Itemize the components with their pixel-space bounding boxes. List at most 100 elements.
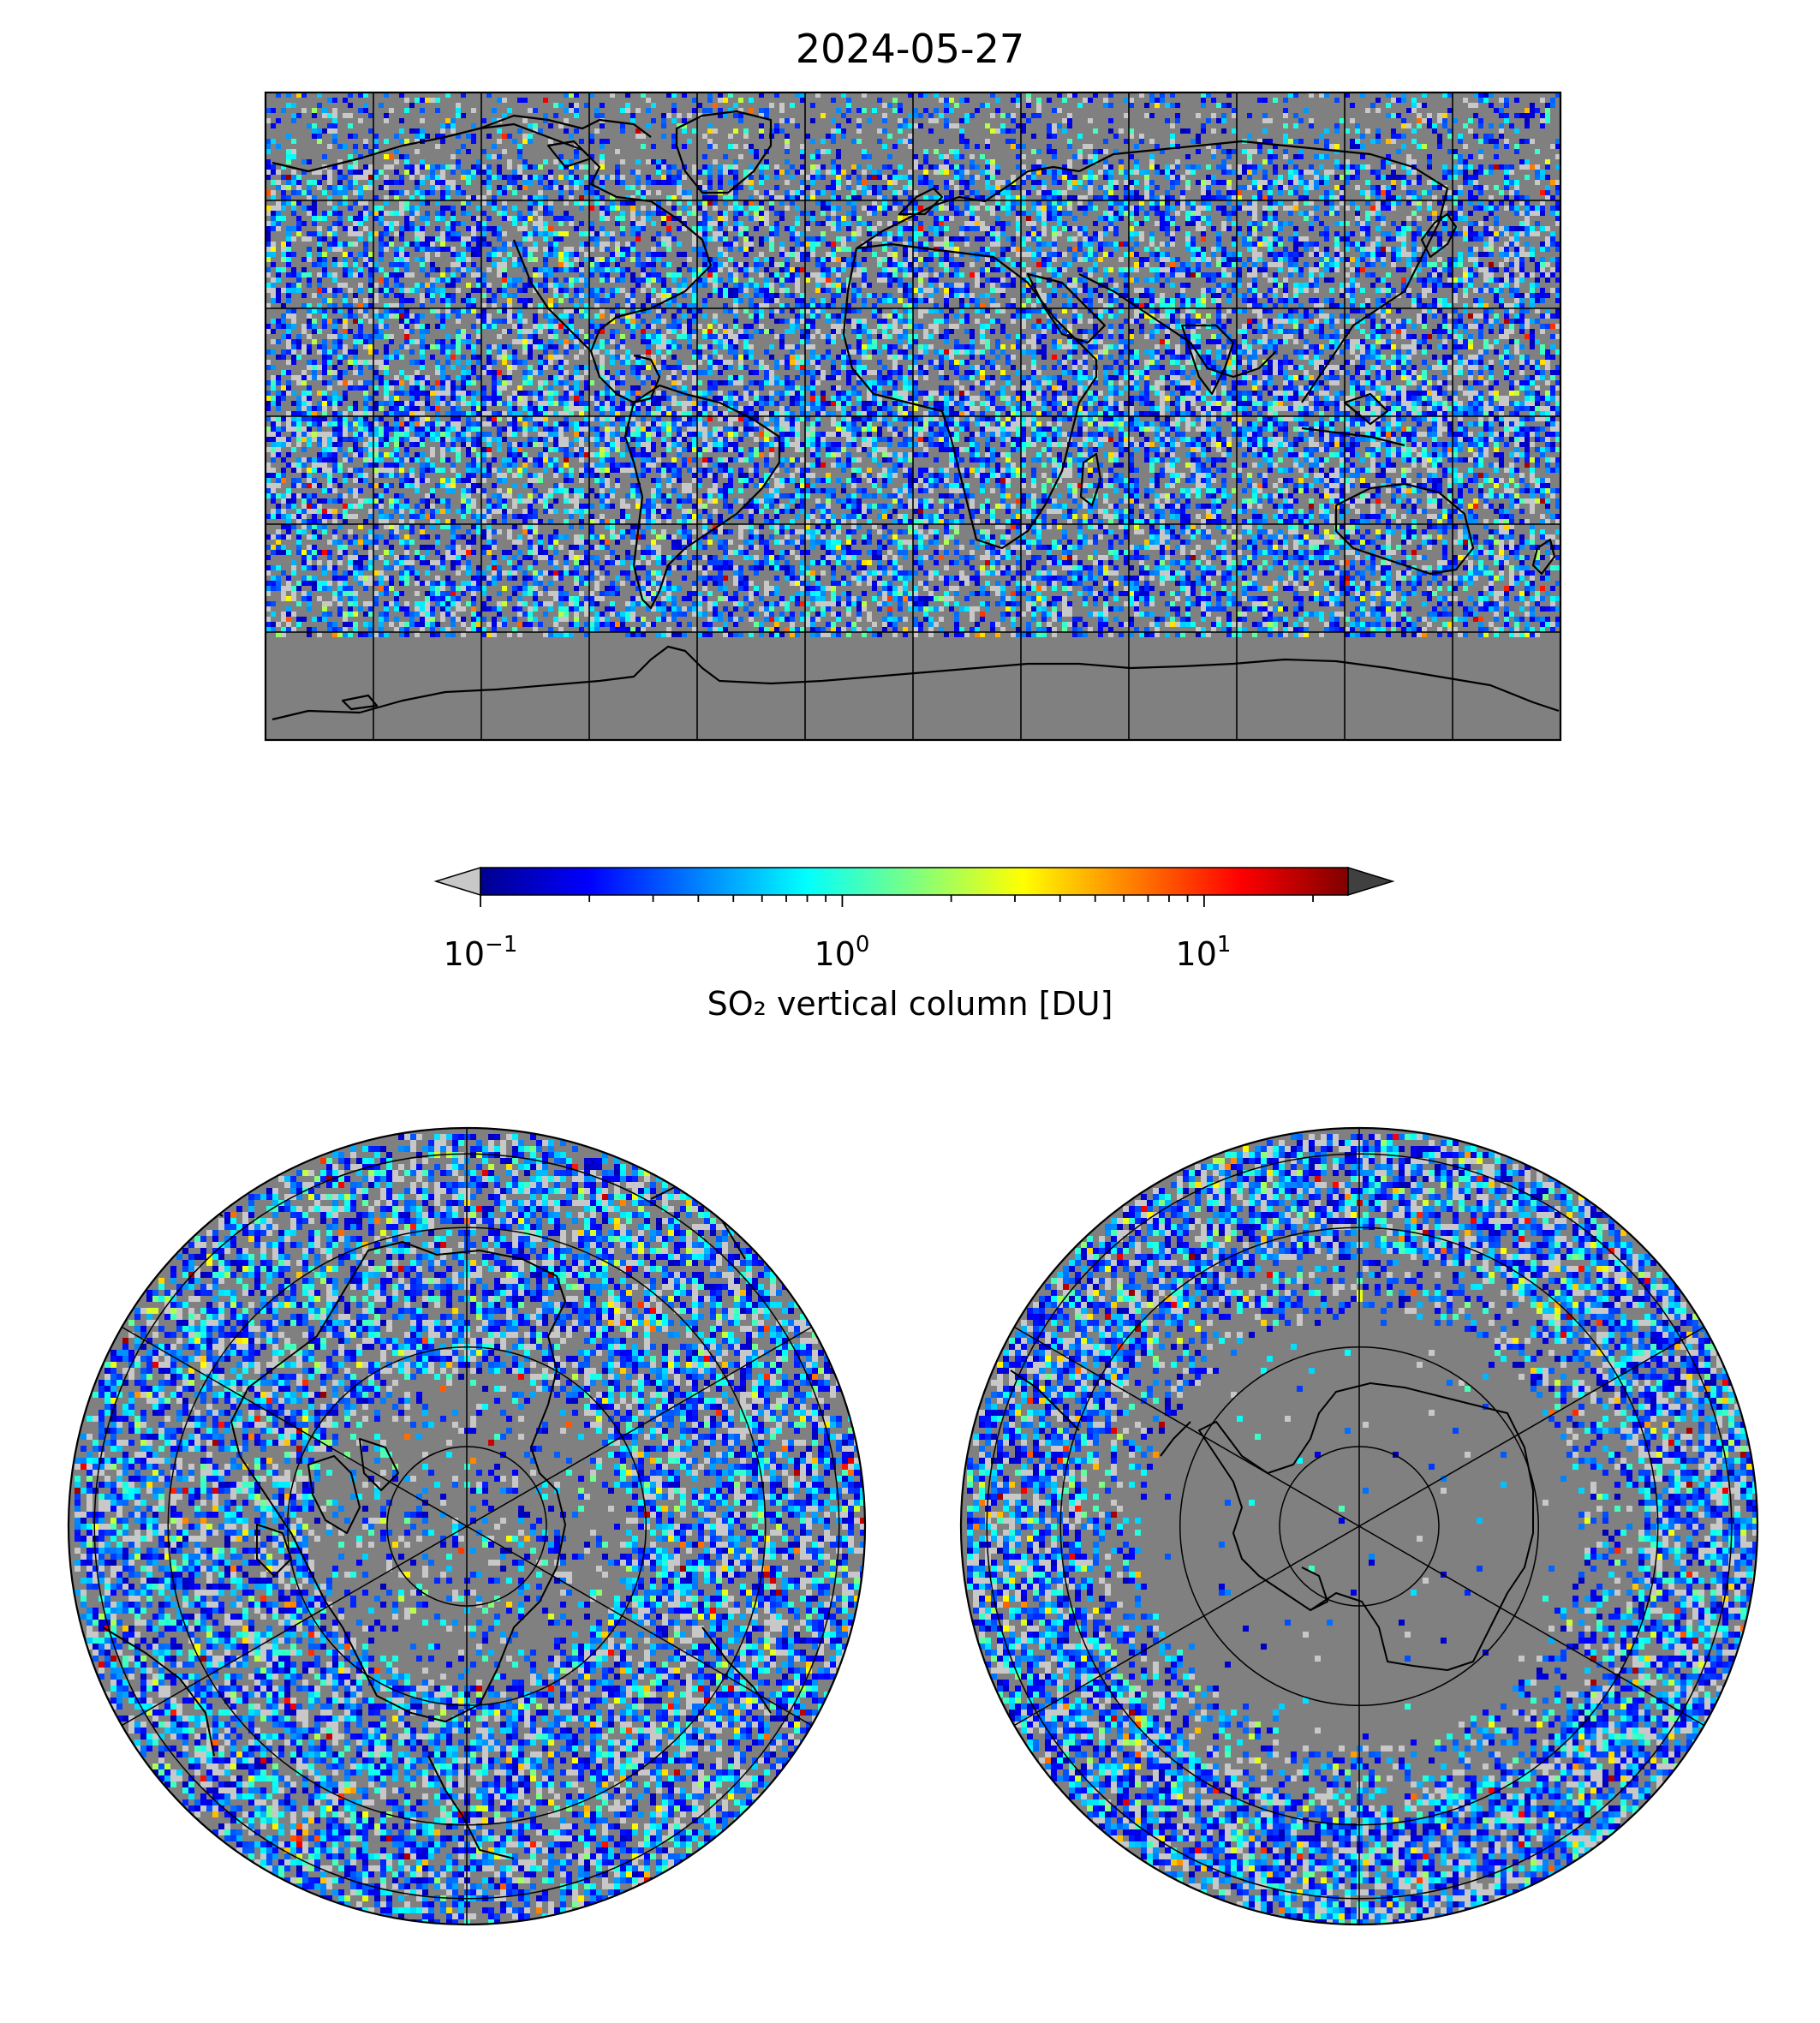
so2-pixel <box>651 221 656 226</box>
so2-pixel <box>826 216 831 221</box>
so2-pixel <box>1473 288 1478 293</box>
so2-pixel <box>836 123 841 128</box>
so2-pixel <box>1432 288 1437 293</box>
so2-pixel <box>1211 277 1216 283</box>
so2-pixel <box>1113 298 1119 303</box>
so2-pixel <box>322 211 327 216</box>
so2-pixel <box>1334 262 1340 267</box>
so2-pixel <box>492 252 497 257</box>
so2-pixel <box>600 206 605 211</box>
so2-pixel <box>934 288 939 293</box>
so2-pixel <box>1108 180 1113 185</box>
so2-pixel <box>363 298 368 303</box>
so2-pixel <box>291 139 296 144</box>
so2-pixel <box>1535 221 1540 226</box>
so2-pixel <box>1052 206 1057 211</box>
so2-pixel <box>692 272 697 277</box>
so2-pixel <box>1453 190 1458 195</box>
so2-pixel <box>1175 175 1180 180</box>
so2-pixel <box>415 226 420 231</box>
so2-pixel <box>502 288 507 293</box>
so2-pixel <box>538 221 543 226</box>
so2-pixel <box>1401 134 1406 139</box>
so2-pixel <box>1062 128 1067 134</box>
so2-pixel <box>1052 216 1057 221</box>
so2-pixel <box>1437 139 1442 144</box>
so2-pixel <box>348 185 353 190</box>
so2-pixel <box>1309 92 1314 98</box>
so2-pixel <box>399 118 404 123</box>
so2-pixel <box>1494 288 1499 293</box>
so2-pixel <box>820 303 826 308</box>
so2-pixel <box>337 288 343 293</box>
so2-pixel <box>389 242 394 247</box>
so2-pixel <box>343 262 348 267</box>
so2-pixel <box>1113 288 1119 293</box>
so2-pixel <box>1304 283 1309 288</box>
so2-pixel <box>1149 236 1155 242</box>
so2-pixel <box>553 242 558 247</box>
so2-pixel <box>913 206 918 211</box>
so2-pixel <box>805 272 810 277</box>
so2-pixel <box>1530 206 1535 211</box>
so2-pixel <box>1329 277 1334 283</box>
so2-pixel <box>1499 277 1504 283</box>
so2-pixel <box>435 134 440 139</box>
so2-pixel <box>1201 185 1206 190</box>
so2-pixel <box>856 118 862 123</box>
so2-pixel <box>733 262 738 267</box>
so2-pixel <box>1489 211 1494 216</box>
so2-pixel <box>1257 190 1262 195</box>
so2-pixel <box>1247 170 1252 175</box>
so2-pixel <box>1396 226 1401 231</box>
so2-pixel <box>1077 195 1083 200</box>
so2-pixel <box>954 283 959 288</box>
so2-pixel <box>594 236 600 242</box>
so2-pixel <box>363 308 368 313</box>
so2-pixel <box>846 262 851 267</box>
so2-pixel <box>1478 200 1483 206</box>
so2-pixel <box>1226 262 1232 267</box>
so2-pixel <box>569 252 574 257</box>
so2-pixel <box>743 128 749 134</box>
so2-pixel <box>1555 206 1560 211</box>
so2-pixel <box>677 170 682 175</box>
so2-pixel <box>1062 190 1067 195</box>
so2-pixel <box>820 206 826 211</box>
so2-pixel <box>1417 247 1422 252</box>
so2-pixel <box>718 185 723 190</box>
so2-pixel <box>399 262 404 267</box>
so2-pixel <box>1324 128 1329 134</box>
so2-pixel <box>898 103 903 108</box>
so2-pixel <box>384 226 389 231</box>
so2-pixel <box>1026 211 1031 216</box>
so2-pixel <box>671 139 677 144</box>
so2-pixel <box>430 98 435 103</box>
so2-pixel <box>995 206 1000 211</box>
so2-pixel <box>296 216 301 221</box>
so2-pixel <box>785 252 790 257</box>
so2-pixel <box>831 257 836 262</box>
so2-pixel <box>903 242 908 247</box>
so2-pixel <box>1124 277 1129 283</box>
so2-pixel <box>497 164 502 170</box>
so2-pixel <box>1088 98 1093 103</box>
so2-pixel <box>1314 288 1319 293</box>
so2-pixel <box>975 108 980 113</box>
so2-pixel <box>553 288 558 293</box>
so2-pixel <box>584 242 589 247</box>
so2-pixel <box>707 200 713 206</box>
so2-pixel <box>882 185 887 190</box>
so2-pixel <box>1016 211 1021 216</box>
so2-pixel <box>1514 128 1519 134</box>
so2-pixel <box>630 118 636 123</box>
so2-pixel <box>959 118 964 123</box>
so2-pixel <box>990 267 995 272</box>
so2-pixel <box>651 144 656 149</box>
so2-pixel <box>898 200 903 206</box>
so2-pixel <box>1293 200 1298 206</box>
so2-pixel <box>985 206 990 211</box>
so2-pixel <box>312 108 317 113</box>
so2-pixel <box>1458 159 1463 164</box>
so2-pixel <box>1545 277 1550 283</box>
